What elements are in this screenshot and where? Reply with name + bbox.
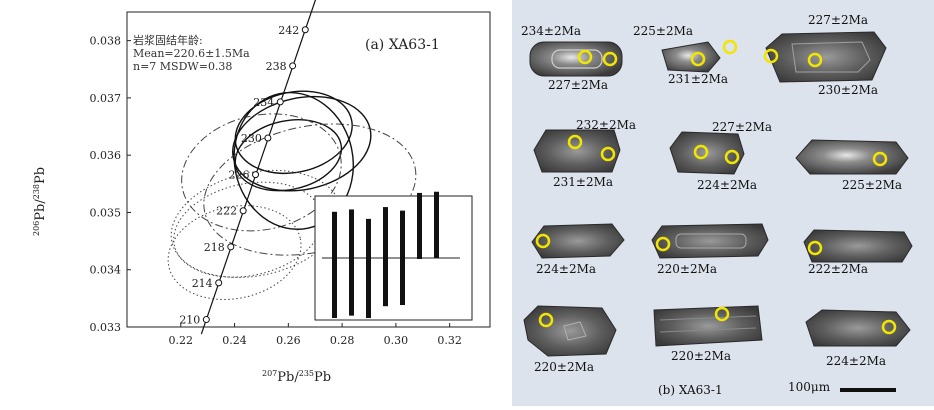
error-ellipse (203, 123, 417, 256)
concordia-age-label: 230 (241, 132, 262, 145)
zircon-grain (805, 309, 911, 347)
y-tick-label: 0.038 (90, 35, 122, 48)
concordia-tick (289, 62, 297, 70)
inset-bar (417, 192, 422, 259)
x-tick-label: 0.32 (437, 334, 462, 347)
annotation-stats: n=7 MSDW=0.38 (133, 60, 232, 73)
y-tick-label: 0.033 (90, 321, 122, 334)
concordia-panel: 0.22 0.24 0.26 0.28 0.30 0.32 0.033 0.034 0.035 0… (32, 0, 491, 385)
age-label: 227±2Ma (548, 78, 609, 92)
inset-bar (332, 211, 337, 318)
age-label: 224±2Ma (826, 354, 887, 368)
x-tick-label: 0.22 (169, 334, 194, 347)
axis-ticks: 0.22 0.24 0.26 0.28 0.30 0.32 0.033 0.034 0.035 0… (90, 35, 462, 347)
age-label: 231±2Ma (553, 175, 614, 189)
scale-bar-label: 100μm (788, 380, 831, 394)
x-tick-label: 0.28 (330, 334, 355, 347)
concordia-age-label: 218 (204, 241, 225, 254)
error-ellipse (173, 181, 323, 278)
y-tick-label: 0.036 (90, 149, 122, 162)
age-label: 231±2Ma (668, 72, 729, 86)
x-tick-label: 0.24 (222, 334, 247, 347)
inset-bar (434, 191, 439, 258)
error-ellipse (181, 113, 342, 232)
zircon-cl-panel: 234±2Ma 227±2Ma 225±2Ma 231±2Ma 227±2Ma … (512, 0, 934, 406)
concordia-tick (301, 26, 309, 34)
concordia-tick (202, 316, 210, 324)
plot-frame (126, 11, 491, 328)
concordia-line (200, 0, 317, 335)
zircon-grain (523, 305, 617, 357)
age-label: 232±2Ma (576, 118, 637, 132)
zircon-grain (661, 39, 738, 73)
zircon-grain (653, 305, 763, 347)
annotation-title: 岩浆固结年龄: (133, 33, 203, 47)
concordia-chart: 0.22 0.24 0.26 0.28 0.30 0.32 0.033 0.034 0.035 0… (32, 0, 491, 385)
y-tick-label: 0.037 (90, 92, 122, 105)
concordia-tick (264, 134, 272, 142)
zircon-grain (529, 41, 623, 77)
y-axis-label: 206Pb/238Pb (32, 167, 48, 236)
age-label: 220±2Ma (657, 262, 718, 276)
zircon-grain (533, 129, 621, 173)
age-label: 225±2Ma (842, 178, 903, 192)
age-label: 224±2Ma (536, 262, 597, 276)
concordia-age-label: 242 (278, 24, 299, 37)
age-label: 227±2Ma (712, 120, 773, 134)
concordia-age-label: 214 (192, 277, 213, 290)
zircon-grain (669, 131, 745, 175)
age-label: 224±2Ma (697, 178, 758, 192)
zircon-grain (531, 223, 625, 259)
age-label: 225±2Ma (633, 24, 694, 38)
age-label: 234±2Ma (521, 24, 582, 38)
annotation-mean: Mean=220.6±1.5Ma (133, 47, 250, 60)
panel-b-caption: (b) XA63-1 (658, 383, 723, 397)
age-label: 222±2Ma (808, 262, 869, 276)
concordia-tick (252, 171, 260, 179)
concordia-age-label: 210 (179, 314, 200, 327)
age-label: 230±2Ma (818, 83, 879, 97)
panel-label: (a) XA63-1 (365, 37, 440, 53)
y-tick-label: 0.035 (90, 206, 122, 219)
x-tick-label: 0.30 (384, 334, 409, 347)
zircon-grain (803, 229, 913, 263)
error-ellipse (234, 119, 343, 192)
concordia-tick (276, 98, 284, 106)
concordia-age-label: 226 (229, 169, 250, 182)
age-label: 227±2Ma (808, 13, 869, 27)
x-axis-label: 207Pb/235Pb (262, 369, 331, 385)
error-ellipse (167, 205, 302, 300)
concordia-age-label: 234 (253, 96, 274, 109)
inset-bar (349, 209, 354, 316)
concordia-tick (215, 279, 223, 287)
inset-bars (332, 191, 439, 318)
concordia-age-label: 222 (216, 205, 237, 218)
age-label: 220±2Ma (534, 360, 595, 374)
inset-bar (400, 210, 405, 306)
scale-bar (840, 388, 896, 392)
zircon-grain (795, 139, 909, 175)
concordia-tick (239, 207, 247, 215)
inset-bar (383, 207, 388, 307)
inset-bar (366, 218, 371, 318)
x-tick-label: 0.26 (276, 334, 301, 347)
y-tick-label: 0.034 (90, 264, 122, 277)
concordia-curve: 210 214 218 222 226 230 234 238 242 (179, 0, 317, 335)
age-label: 220±2Ma (671, 349, 732, 363)
zircon-grains (523, 31, 913, 392)
zircon-grain (763, 31, 887, 83)
concordia-tick (227, 243, 235, 251)
error-ellipse (233, 91, 355, 230)
concordia-age-label: 238 (266, 60, 287, 73)
zircon-grain (651, 223, 769, 259)
